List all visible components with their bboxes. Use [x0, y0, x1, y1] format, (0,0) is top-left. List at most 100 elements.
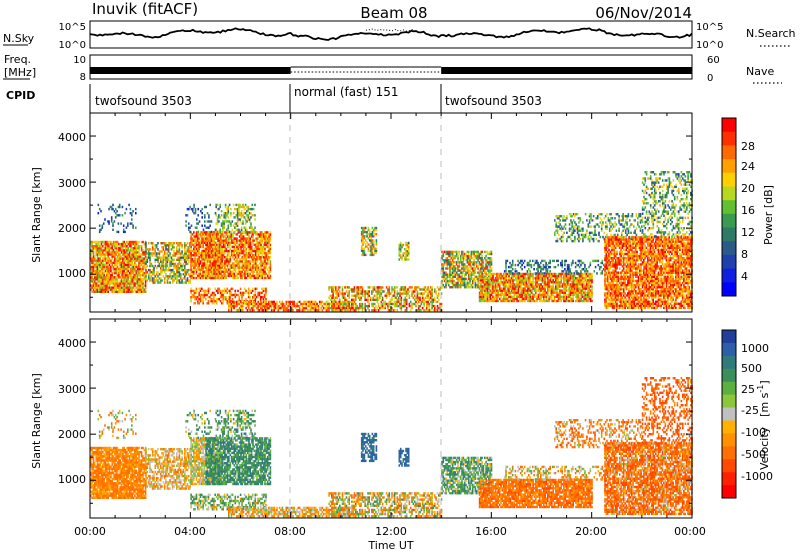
power-cell-945: [149, 256, 151, 259]
power-cell-1516: [203, 235, 206, 238]
power-cell-1727: [219, 256, 222, 259]
power-cell-198: [102, 286, 104, 289]
power-cell-1999: [224, 264, 226, 267]
power-cell-295: [107, 269, 109, 273]
power-cell-3662: [360, 292, 362, 295]
power-cell-3804: [388, 286, 391, 289]
power-cell-1219: [180, 273, 182, 276]
power-cell-1509: [203, 254, 206, 257]
power-cell-180: [100, 274, 103, 277]
power-cell-3142: [259, 291, 262, 295]
power-cell-414: [115, 286, 117, 289]
power-cell-3046: [226, 287, 229, 290]
power-cell-3778: [383, 290, 385, 293]
power-cell-1265: [184, 242, 186, 245]
power-cell-286: [107, 290, 109, 293]
power-cell-32: [91, 251, 93, 254]
power-cell-4328: [451, 273, 454, 276]
power-cell-727: [134, 269, 136, 273]
power-cell-1456: [199, 235, 202, 238]
power-cell-4699: [489, 257, 491, 260]
power-cell-3592: [348, 309, 350, 312]
power-cell-1157: [173, 258, 175, 261]
power-cell-1002: [155, 244, 158, 247]
power-cell-4139: [371, 249, 374, 252]
power-cell-2368: [252, 266, 254, 269]
power-cell-2686: [231, 220, 234, 223]
power-cell-1391: [195, 262, 198, 265]
power-cell-3299: [280, 302, 282, 306]
power-cell-3567: [341, 286, 344, 289]
power-cell-1225: [180, 254, 182, 257]
power-cell-2887: [194, 210, 197, 213]
power-cell-4316: [450, 263, 453, 266]
power-cell-4429: [461, 250, 463, 254]
power-cell-262: [106, 290, 108, 293]
power-cell-4434: [462, 271, 465, 274]
power-cell-4275: [446, 263, 449, 266]
power-cell-4158: [372, 228, 375, 232]
power-cell-2517: [262, 256, 265, 259]
power-cell-1110: [167, 246, 170, 249]
power-cell-3625: [353, 286, 356, 289]
power-cell-3432: [331, 300, 333, 304]
power-cell-271: [106, 271, 108, 275]
power-cell-4189: [401, 256, 403, 259]
power-cell-4121: [368, 243, 371, 246]
power-cell-4419: [461, 275, 463, 278]
power-cell-743: [135, 286, 138, 289]
power-cell-3672: [361, 288, 364, 291]
power-cell-3722: [372, 286, 374, 289]
power-cell-4024: [431, 290, 433, 293]
power-cell-9: [90, 259, 92, 262]
power-cell-3898: [405, 288, 408, 291]
power-cell-4537: [471, 250, 474, 254]
power-cell-1476: [201, 235, 203, 238]
power-cell-1306: [189, 273, 191, 276]
power-cell-3780: [384, 304, 387, 308]
power-cell-3074: [237, 293, 239, 297]
power-cell-755: [135, 255, 138, 258]
power-cell-686: [131, 267, 134, 271]
power-cell-544: [123, 286, 125, 289]
power-cell-4222: [441, 286, 443, 289]
power-cell-3562: [341, 296, 344, 299]
power-cell-4151: [372, 245, 375, 248]
power-cell-1175: [176, 273, 178, 276]
power-cell-3690: [367, 306, 369, 310]
power-cell-2897: [200, 210, 202, 213]
power-cell-3261: [265, 300, 267, 304]
power-cell-4463: [465, 271, 467, 274]
power-cell-991: [154, 244, 157, 247]
power-cell-4397: [458, 269, 461, 272]
power-cell-105: [96, 282, 99, 285]
power-cell-3714: [371, 290, 373, 293]
power-cell-3353: [301, 304, 304, 308]
power-cell-1882: [214, 237, 217, 240]
power-cell-4363: [454, 250, 457, 254]
power-cell-4563: [474, 250, 477, 254]
power-cell-1270: [185, 268, 187, 272]
power-cell-480: [119, 284, 121, 287]
power-cell-591: [126, 284, 128, 287]
power-cell-3314: [285, 300, 288, 304]
power-cell-2024: [225, 239, 228, 242]
power-cell-394: [114, 282, 116, 285]
power-cell-971: [153, 281, 155, 284]
power-cell-457: [116, 240, 119, 244]
power-cell-4053: [438, 288, 440, 291]
power-cell-2955: [198, 291, 200, 295]
power-cell-606: [126, 253, 128, 256]
power-cell-2574: [266, 249, 269, 253]
power-cell-2311: [248, 268, 250, 271]
power-cell-4378: [457, 281, 459, 285]
power-cell-1832: [212, 268, 214, 271]
power-cell-1908: [217, 258, 219, 261]
power-cell-2619: [215, 203, 217, 207]
power-cell-742: [135, 290, 138, 293]
power-cell-3528: [335, 304, 337, 308]
power-cell-3327: [290, 309, 293, 312]
power-cell-543: [123, 288, 125, 291]
power-cell-58: [92, 247, 95, 250]
power-cell-3477: [347, 300, 349, 304]
